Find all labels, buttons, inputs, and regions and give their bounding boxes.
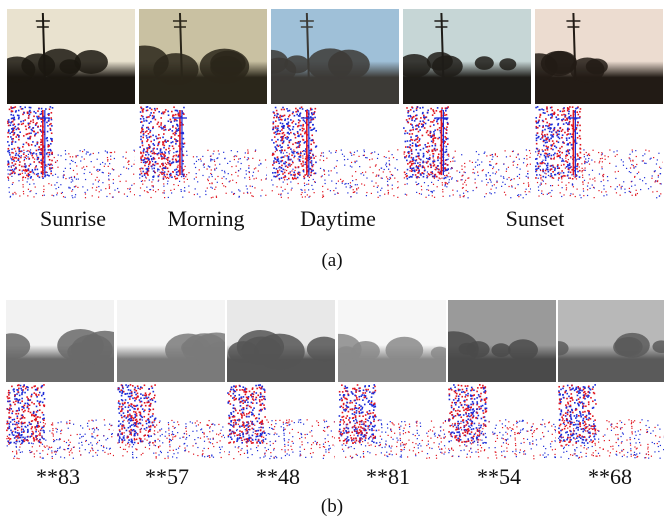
figure-b-events-2 [117,384,225,462]
figure-b-events-4 [338,384,446,462]
label-54: **54 [477,464,521,489]
figure-a-events-1 [7,106,135,202]
figure-b-events-6 [558,384,664,462]
label-daytime: Daytime [300,206,376,231]
label-morning: Morning [167,206,245,231]
figure-a-events-3 [271,106,399,202]
figure-b-events-3 [227,384,335,462]
figure-a-events-4 [403,106,531,202]
caption-b: (b) [320,496,344,517]
figure-a-photo-2 [139,9,267,104]
figure-b-events-5 [448,384,556,462]
figure-a-photo-5 [535,9,663,104]
figure-b-photo-4 [338,300,446,382]
label-sunrise: Sunrise [40,206,106,231]
figure-a-events-2 [139,106,267,202]
figure-b-photo-2 [117,300,225,382]
label-81: **81 [366,464,410,489]
caption-a: (a) [321,250,343,271]
figure-a-photo-1 [7,9,135,104]
figure-b-photo-6 [558,300,664,382]
label-48: **48 [256,464,300,489]
figure-a-photo-3 [271,9,399,104]
figure-a-events-5 [535,106,663,202]
label-83: **83 [36,464,80,489]
figure-a-photo-4 [403,9,531,104]
figure-b-events-1 [6,384,114,462]
label-57: **57 [145,464,189,489]
figure-b-photo-5 [448,300,556,382]
figure-b-photo-1 [6,300,114,382]
label-sunset: Sunset [505,206,565,231]
figure-b-photo-3 [227,300,335,382]
label-68: **68 [588,464,632,489]
